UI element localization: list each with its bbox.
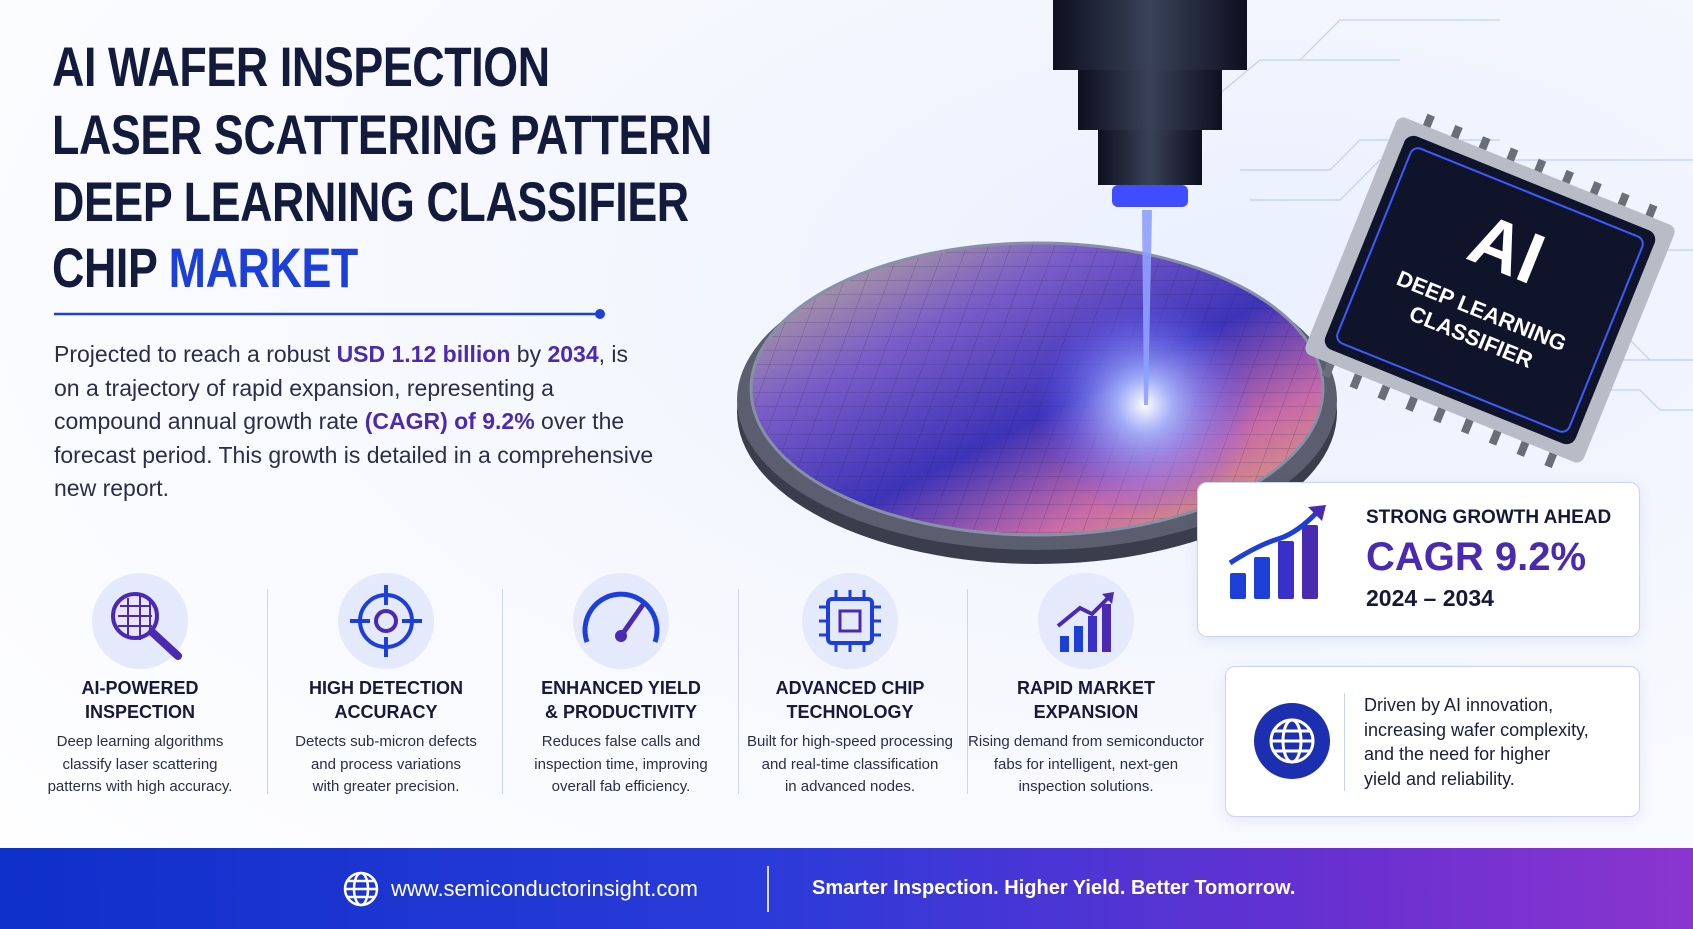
intro-part: by [510,341,548,367]
feature-desc-line: in advanced nodes. [784,778,916,795]
feature-desc-line: Deep learning algorithms [56,733,224,750]
title-highlight: MARKET [168,236,359,299]
feature-desc-line: classify laser scattering [62,755,218,773]
feature-desc-line: Reduces false calls and [541,733,701,750]
driver-text: Driven by AI innovation, increasing wafer… [1364,693,1589,791]
feature-desc: Built for high-speed processing and real-… [730,731,970,799]
feature-title: ENHANCED YIELD & PRODUCTIVITY [501,676,741,724]
intro-part: Projected to reach a robust [54,341,337,367]
feature-desc: Reduces false calls and inspection time, … [501,731,741,799]
feature-title-line: & PRODUCTIVITY [544,702,697,722]
globe-icon [1254,703,1330,779]
footer-globe [343,871,379,907]
feature-title: AI-POWERED INSPECTION [20,676,260,724]
title-line: AI WAFER INSPECTION [52,35,550,98]
intro-text: Projected to reach a robust USD 1.12 bil… [54,338,654,506]
feature: AI-POWERED INSPECTION Deep learning algori… [20,676,260,799]
feature: RAPID MARKET EXPANSION Rising demand from … [966,676,1206,799]
feature-desc-line: patterns with high accuracy. [47,778,233,795]
feature-desc-line: with greater precision. [312,778,460,795]
driver-line: Driven by AI innovation, [1364,695,1554,715]
growth-cagr: CAGR 9.2% [1366,535,1587,579]
growth-box: STRONG GROWTH AHEAD CAGR 9.2% 2024 – 203… [1197,482,1640,637]
feature-desc-line: Detects sub-micron defects [295,733,477,750]
feature-title-line: TECHNOLOGY [786,702,914,722]
footer-tagline: Smarter Inspection. Higher Yield. Better… [812,877,1296,899]
feature-desc-line: overall fab efficiency. [551,778,691,795]
feature-desc: Deep learning algorithms classify laser s… [20,731,260,799]
driver-box: Driven by AI innovation, increasing wafer… [1225,666,1640,817]
footer: www.semiconductorinsight.com Smarter Ins… [0,848,1693,929]
feature-desc-line: and process variations [310,755,462,773]
feature-desc-line: Rising demand from semiconductor [968,733,1204,750]
feature: HIGH DETECTION ACCURACY Detects sub-micron… [266,676,506,799]
feature-title-line: ADVANCED CHIP [775,678,925,698]
feature-title-line: INSPECTION [84,702,195,722]
feature-desc-line: fabs for intelligent, next-gen [993,755,1179,773]
growth-period: 2024 – 2034 [1366,585,1494,611]
feature-desc-line: inspection time, improving [534,755,708,773]
feature-title-line: ENHANCED YIELD [541,678,701,698]
driver-line: and the need for higher [1364,744,1551,764]
intro-highlight: 2034 [547,341,599,367]
growth-heading: STRONG GROWTH AHEAD [1366,507,1612,528]
feature-desc-line: and real-time classification [761,755,939,773]
feature-title: ADVANCED CHIP TECHNOLOGY [730,676,970,724]
feature-title-line: EXPANSION [1033,702,1139,722]
feature-title-line: HIGH DETECTION [308,678,463,698]
title-line: DEEP LEARNING CLASSIFIER [52,170,689,233]
title-line: CHIP MARKET [52,236,358,300]
feature-desc-line: Built for high-speed processing [747,733,953,750]
feature-title-line: ACCURACY [334,702,438,722]
feature: ADVANCED CHIP TECHNOLOGY Built for high-sp… [730,676,970,799]
feature-title-line: RAPID MARKET [1017,678,1155,698]
intro-highlight: (CAGR) of 9.2% [364,408,535,435]
intro-part: over the forecast period. This growth is… [54,408,654,502]
driver-line: increasing wafer complexity, [1364,719,1589,740]
illustration: AI DEEP LEARNING CLASSIFIER [54,0,1693,669]
intro-part: , is on a trajectory of rapid expansion,… [54,341,629,435]
driver-line: yield and reliability. [1364,768,1515,789]
feature-title: RAPID MARKET EXPANSION [966,676,1206,724]
growth-icon [1228,505,1326,599]
feature-title-line: AI-POWERED [81,678,199,698]
title-line: LASER SCATTERING PATTERN [52,103,712,166]
footer-url[interactable]: www.semiconductorinsight.com [391,876,698,901]
feature-title: HIGH DETECTION ACCURACY [266,676,506,724]
feature-desc: Detects sub-micron defects and process va… [266,731,506,799]
feature: ENHANCED YIELD & PRODUCTIVITY Reduces fals… [501,676,741,799]
feature-desc-line: inspection solutions. [1018,778,1154,795]
intro-highlight: USD 1.12 billion [336,341,511,367]
feature-desc: Rising demand from semiconductor fabs for… [966,731,1206,799]
title-word: CHIP [52,236,157,299]
